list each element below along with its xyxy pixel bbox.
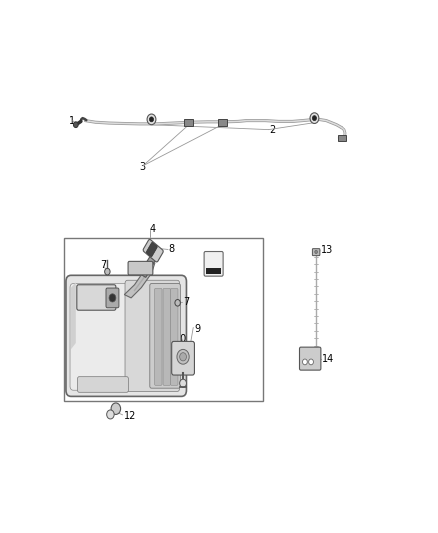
Circle shape [175, 300, 180, 306]
FancyBboxPatch shape [218, 118, 226, 126]
Text: 12: 12 [124, 411, 136, 421]
Text: 11: 11 [208, 259, 220, 269]
Circle shape [315, 251, 318, 254]
Text: 10: 10 [175, 334, 187, 344]
Text: 13: 13 [321, 245, 333, 255]
FancyBboxPatch shape [150, 284, 180, 388]
Circle shape [309, 359, 314, 365]
FancyBboxPatch shape [184, 118, 193, 126]
Polygon shape [124, 260, 155, 298]
Circle shape [310, 113, 319, 124]
Text: 14: 14 [322, 353, 335, 364]
Circle shape [109, 294, 116, 302]
FancyBboxPatch shape [163, 288, 170, 385]
Circle shape [180, 379, 187, 387]
Text: 1: 1 [69, 116, 75, 126]
Bar [64, 238, 263, 401]
FancyBboxPatch shape [172, 342, 194, 375]
FancyBboxPatch shape [338, 134, 346, 141]
FancyBboxPatch shape [206, 268, 221, 273]
FancyBboxPatch shape [170, 288, 178, 385]
FancyBboxPatch shape [143, 239, 163, 262]
Circle shape [74, 122, 78, 127]
FancyBboxPatch shape [204, 252, 223, 276]
Text: 8: 8 [169, 245, 175, 254]
Polygon shape [71, 282, 76, 349]
Circle shape [111, 403, 120, 415]
Circle shape [312, 116, 317, 120]
Circle shape [177, 350, 189, 364]
Circle shape [303, 359, 307, 365]
Text: 3: 3 [140, 163, 146, 172]
Circle shape [107, 410, 114, 419]
Circle shape [149, 117, 154, 122]
FancyBboxPatch shape [312, 248, 320, 256]
FancyBboxPatch shape [146, 243, 157, 257]
FancyBboxPatch shape [300, 347, 321, 370]
Circle shape [105, 268, 110, 275]
Text: 6: 6 [80, 289, 86, 300]
Circle shape [180, 353, 187, 361]
Text: 2: 2 [269, 125, 276, 135]
Text: 4: 4 [149, 224, 155, 234]
Text: 9: 9 [194, 324, 200, 334]
FancyBboxPatch shape [128, 261, 153, 275]
Polygon shape [139, 257, 155, 277]
FancyBboxPatch shape [66, 276, 187, 397]
FancyBboxPatch shape [106, 288, 119, 308]
FancyBboxPatch shape [70, 284, 129, 390]
FancyBboxPatch shape [125, 280, 180, 391]
FancyBboxPatch shape [78, 377, 128, 392]
FancyBboxPatch shape [77, 285, 116, 310]
Text: 7: 7 [183, 297, 189, 307]
Circle shape [147, 114, 156, 125]
Text: 7: 7 [100, 260, 106, 270]
FancyBboxPatch shape [155, 288, 162, 385]
